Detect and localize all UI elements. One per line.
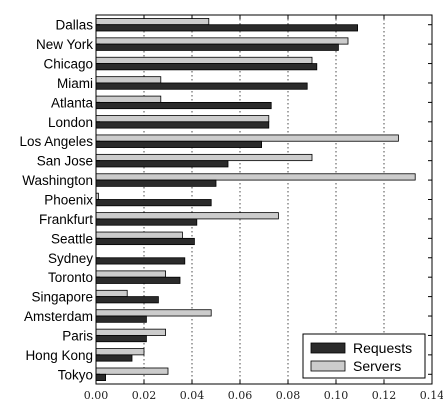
x-tick-label: 0.04: [180, 389, 205, 402]
bar-requests-singapore: [95, 296, 159, 304]
bar-requests-washington: [95, 179, 217, 187]
category-label: London: [48, 115, 93, 130]
category-label: San Jose: [37, 154, 93, 169]
category-label: Toronto: [48, 270, 93, 285]
bar-servers-amsterdam: [95, 309, 212, 317]
category-label: Atlanta: [51, 95, 94, 110]
x-tick-label: 0.00: [84, 389, 109, 402]
bar-requests-los-angeles: [95, 140, 263, 148]
bar-requests-tokyo: [95, 373, 106, 381]
category-label: Sydney: [48, 251, 93, 266]
category-label: Dallas: [55, 18, 93, 33]
bar-servers-los-angeles: [95, 134, 399, 142]
legend: Requests Servers: [302, 333, 426, 379]
bar-requests-chicago: [95, 63, 318, 71]
category-label: Miami: [57, 76, 93, 91]
bar-servers-san-jose: [95, 153, 313, 162]
bar-servers-washington: [95, 173, 416, 181]
x-tick-label: 0.12: [372, 389, 397, 402]
bar-requests-miami: [95, 82, 308, 90]
bar-servers-frankfurt: [95, 212, 279, 220]
bar-servers-new-york: [95, 37, 349, 45]
bar-requests-london: [95, 121, 270, 129]
bars: [95, 18, 416, 381]
category-label: Los Angeles: [19, 134, 93, 149]
category-label: Seattle: [51, 231, 93, 246]
bar-servers-singapore: [95, 289, 128, 298]
x-tick-label: 0.14: [420, 389, 443, 402]
bar-requests-paris: [95, 335, 147, 343]
bar-requests-frankfurt: [95, 218, 198, 226]
bar-servers-hong-kong: [95, 348, 145, 356]
category-label: Singapore: [31, 290, 93, 305]
legend-swatch-servers: [310, 360, 346, 372]
category-label: Washington: [22, 173, 93, 188]
category-label: Tokyo: [58, 367, 93, 382]
bar-requests-dallas: [95, 24, 359, 32]
bar-servers-seattle: [95, 231, 183, 239]
category-label: Phoenix: [44, 193, 93, 208]
legend-swatch-requests: [310, 342, 346, 354]
x-tick-label: 0.10: [324, 389, 349, 402]
bar-requests-atlanta: [95, 101, 272, 110]
x-tick-label: 0.06: [228, 389, 253, 402]
category-label: Amsterdam: [24, 309, 93, 324]
bar-requests-sydney: [95, 257, 186, 265]
x-tick-label: 0.08: [276, 389, 301, 402]
bar-servers-tokyo: [95, 367, 169, 375]
category-label: Paris: [62, 328, 93, 343]
bar-requests-new-york: [95, 43, 339, 51]
category-label: Chicago: [43, 57, 93, 72]
legend-label-servers: Servers: [353, 358, 401, 374]
bar-requests-hong-kong: [95, 354, 133, 362]
bar-requests-phoenix: [95, 199, 212, 207]
x-axis: 0.00 0.02 0.04 0.06 0.08 0.10 0.12 0.14: [84, 15, 443, 402]
bar-servers-dallas: [95, 18, 210, 26]
bar-servers-london: [95, 115, 270, 123]
bar-servers-atlanta: [95, 95, 162, 103]
bar-servers-chicago: [95, 56, 313, 64]
category-label: Hong Kong: [25, 348, 93, 363]
y-axis: Dallas New York Chicago Miami Atlanta London L…: [19, 18, 432, 382]
bar-requests-seattle: [95, 237, 195, 246]
bar-requests-toronto: [95, 276, 181, 284]
bar-servers-miami: [95, 76, 162, 84]
legend-label-requests: Requests: [353, 340, 412, 356]
x-tick-label: 0.02: [132, 389, 157, 402]
category-label: New York: [36, 37, 93, 52]
bar-requests-san-jose: [95, 160, 229, 168]
bar-servers-paris: [95, 328, 166, 336]
category-label: Frankfurt: [39, 212, 93, 227]
bar-servers-toronto: [95, 270, 166, 278]
bar-requests-amsterdam: [95, 315, 147, 323]
